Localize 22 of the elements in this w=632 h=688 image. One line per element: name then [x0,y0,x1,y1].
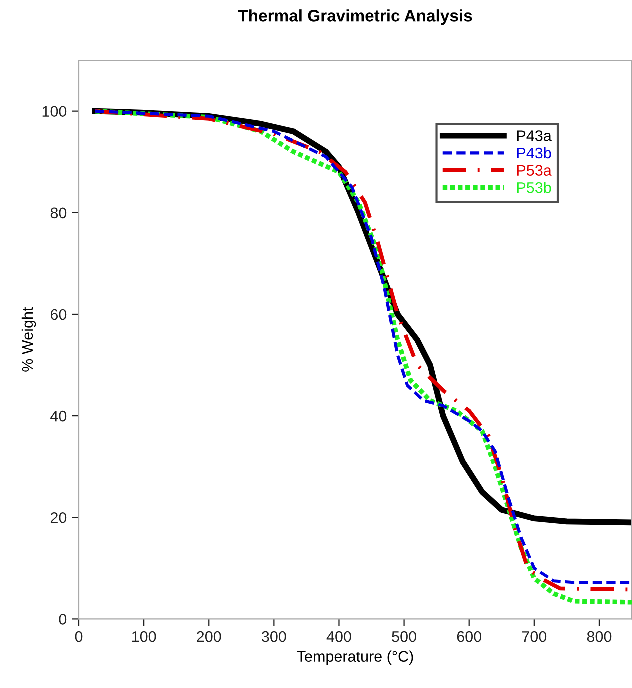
x-tick-label: 0 [75,631,83,642]
x-tick-label: 700 [522,631,547,642]
y-tick-label: 100 [42,106,67,118]
legend-label: P43a [517,130,552,142]
x-tick-label: 300 [262,631,286,642]
chart-title: Thermal Gravimetric Analysis [238,10,472,26]
x-axis-title: Temperature (°C) [297,650,414,666]
legend-label: P53b [517,182,552,194]
y-tick-label: 40 [50,410,67,422]
legend-label: P53a [517,165,552,176]
legend-label: P43b [517,147,552,159]
y-tick-label: 60 [50,309,67,320]
x-tick-label: 200 [197,631,222,642]
x-tick-label: 100 [132,631,156,642]
x-tick-label: 600 [457,631,482,642]
y-axis-title: % Weight [22,307,36,372]
y-tick-label: 20 [50,512,67,524]
x-tick-label: 800 [587,631,612,642]
x-tick-label: 500 [392,631,416,642]
x-tick-label: 400 [326,631,352,642]
y-tick-label: 0 [59,614,67,625]
y-tick-label: 80 [50,208,67,219]
